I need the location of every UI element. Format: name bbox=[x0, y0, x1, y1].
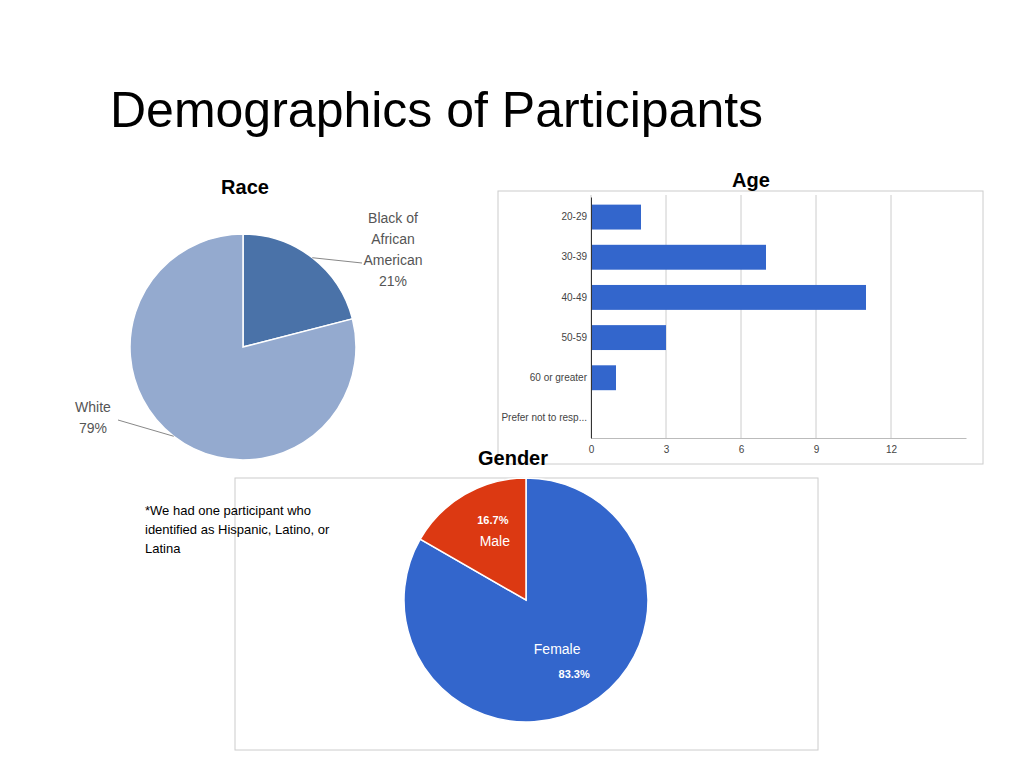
tick: 12 bbox=[886, 438, 898, 455]
chart-frame bbox=[498, 191, 983, 464]
axis-line bbox=[592, 438, 967, 439]
pie bbox=[130, 234, 356, 460]
grid-line bbox=[816, 195, 817, 438]
grid-line bbox=[666, 195, 667, 438]
leader-line bbox=[118, 420, 174, 436]
chart-frame bbox=[235, 478, 818, 750]
category-label: White bbox=[75, 399, 111, 415]
category-label: Female bbox=[534, 641, 581, 657]
chart-title: Gender bbox=[478, 447, 548, 469]
bar bbox=[591, 285, 866, 310]
slide-title: Demographics of Participants bbox=[110, 82, 763, 138]
tick-label: 3 bbox=[664, 444, 670, 455]
pie-slice bbox=[404, 478, 648, 722]
tick: 0 bbox=[589, 438, 595, 455]
tick-label: 9 bbox=[814, 444, 820, 455]
bar bbox=[591, 365, 616, 390]
category-label: Black of African American bbox=[363, 210, 422, 268]
tick: 9 bbox=[814, 438, 820, 455]
leader-line bbox=[312, 258, 362, 263]
pie-slice bbox=[420, 478, 526, 600]
tick-label: 30-39 bbox=[561, 251, 587, 262]
chart-title: Race bbox=[221, 176, 269, 198]
tick-label: 60 or greater bbox=[530, 372, 588, 383]
tick: 40-49 bbox=[561, 292, 591, 303]
tick-label: Prefer not to resp... bbox=[501, 412, 587, 423]
tick-label: 0 bbox=[589, 444, 595, 455]
bar bbox=[591, 205, 641, 230]
grid-line bbox=[891, 195, 892, 438]
tick: 6 bbox=[739, 438, 745, 455]
category-axis: 20-29 30-39 40-49 50-59 60 or greater Prefer … bbox=[501, 198, 591, 439]
tick: 60 or greater bbox=[530, 372, 591, 383]
tick: 3 bbox=[664, 438, 670, 455]
tick: 50-59 bbox=[561, 332, 591, 343]
slice-label: Black of African American 21% bbox=[353, 208, 433, 292]
data-label: 83.3% bbox=[559, 668, 590, 680]
tick: 20-29 bbox=[561, 211, 591, 222]
tick-label: 6 bbox=[739, 444, 745, 455]
tick-label: 20-29 bbox=[561, 211, 587, 222]
tick-label: 50-59 bbox=[561, 332, 587, 343]
category-label: Male bbox=[480, 533, 511, 549]
data-label: 79% bbox=[79, 420, 107, 436]
grid-line bbox=[741, 195, 742, 438]
pie bbox=[404, 478, 648, 722]
grid bbox=[591, 195, 891, 438]
value-axis: 0 3 6 9 12 bbox=[589, 438, 967, 455]
axis-line bbox=[591, 198, 592, 439]
bar bbox=[591, 325, 666, 350]
grid-line bbox=[591, 195, 592, 438]
slice-label: White 79% bbox=[58, 397, 128, 439]
chart-title: Age bbox=[732, 169, 770, 191]
tick: Prefer not to resp... bbox=[501, 412, 591, 423]
tick: 30-39 bbox=[561, 251, 591, 262]
tick-label: 40-49 bbox=[561, 292, 587, 303]
data-label: 21% bbox=[379, 273, 407, 289]
data-label: 16.7% bbox=[477, 514, 508, 526]
bar bbox=[591, 245, 766, 270]
tick-label: 12 bbox=[886, 444, 898, 455]
bars bbox=[591, 205, 866, 391]
annotation: *We had one participant who identified a… bbox=[145, 501, 363, 558]
pie-slice bbox=[130, 234, 356, 460]
slide: Demographics of Participants Race Age 0 3 6 9 1… bbox=[0, 0, 1024, 768]
